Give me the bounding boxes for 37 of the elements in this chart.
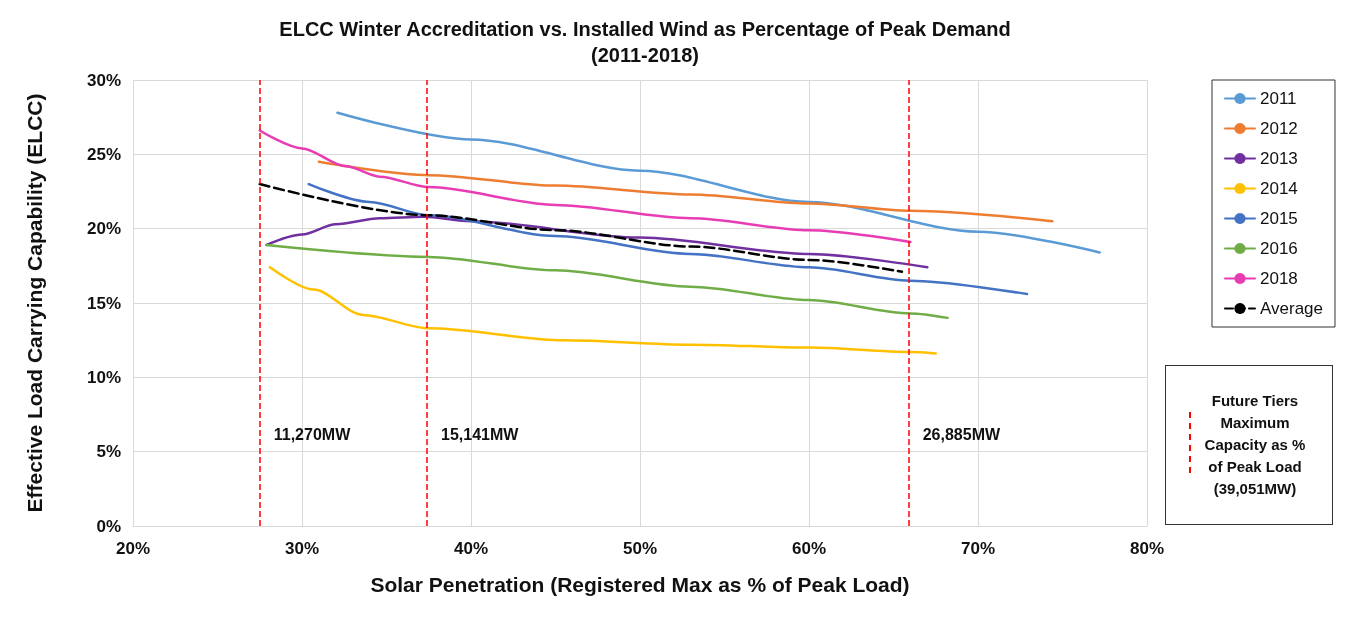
x-tick-label: 70%: [960, 539, 996, 558]
x-tick-label: 60%: [791, 539, 827, 558]
ref-line-label: 11,270MW: [273, 426, 352, 444]
line-series: [268, 266, 937, 355]
ref-line-label: 26,885MW: [922, 426, 1001, 444]
x-axis-title: Solar Penetration (Registered Max as % of Peak Load): [370, 573, 910, 596]
legend-label: 2014: [1259, 179, 1298, 198]
x-tick-label: 40%: [453, 539, 489, 558]
y-axis-title: Effective Load Carrying Capability (ELCC): [23, 93, 46, 513]
legend-label: 2013: [1259, 149, 1298, 168]
x-tick-label: 50%: [622, 539, 658, 558]
chart-title: ELCC Winter Accreditation vs. Installed Wind as Percentage of Peak Demand: [279, 18, 1011, 40]
legend-label: 2018: [1259, 269, 1298, 288]
line-series: [258, 182, 904, 274]
legend-label: Average: [1259, 299, 1323, 318]
legend-label: 2016: [1259, 239, 1298, 258]
ref-line-label: 15,141MW: [441, 426, 520, 444]
legend-label: 2015: [1259, 209, 1298, 228]
y-tick-label: 10%: [86, 367, 121, 387]
y-tick-label: 0%: [96, 516, 121, 536]
legend-label: 2012: [1259, 119, 1298, 138]
y-tick-label: 20%: [86, 219, 121, 239]
text: Future Tiers Maximum Capacity as % of Peak Load (39,051MW): [1203, 391, 1307, 499]
line-series: [336, 111, 1101, 254]
y-tick-label: 30%: [86, 70, 121, 90]
line-series: [265, 243, 949, 320]
y-tick-label: 15%: [86, 293, 121, 313]
line-series: [307, 182, 1029, 296]
legend-label: 2011: [1259, 89, 1297, 108]
y-tick-label: 5%: [96, 442, 121, 462]
x-tick-label: 20%: [115, 539, 151, 558]
y-tick-label: 25%: [86, 144, 121, 164]
line-series: [317, 160, 1054, 223]
x-tick-label: 30%: [284, 539, 320, 558]
chart-subtitle: (2011-2018): [591, 44, 699, 66]
x-tick-label: 80%: [1129, 539, 1165, 558]
line-series: [258, 129, 912, 244]
